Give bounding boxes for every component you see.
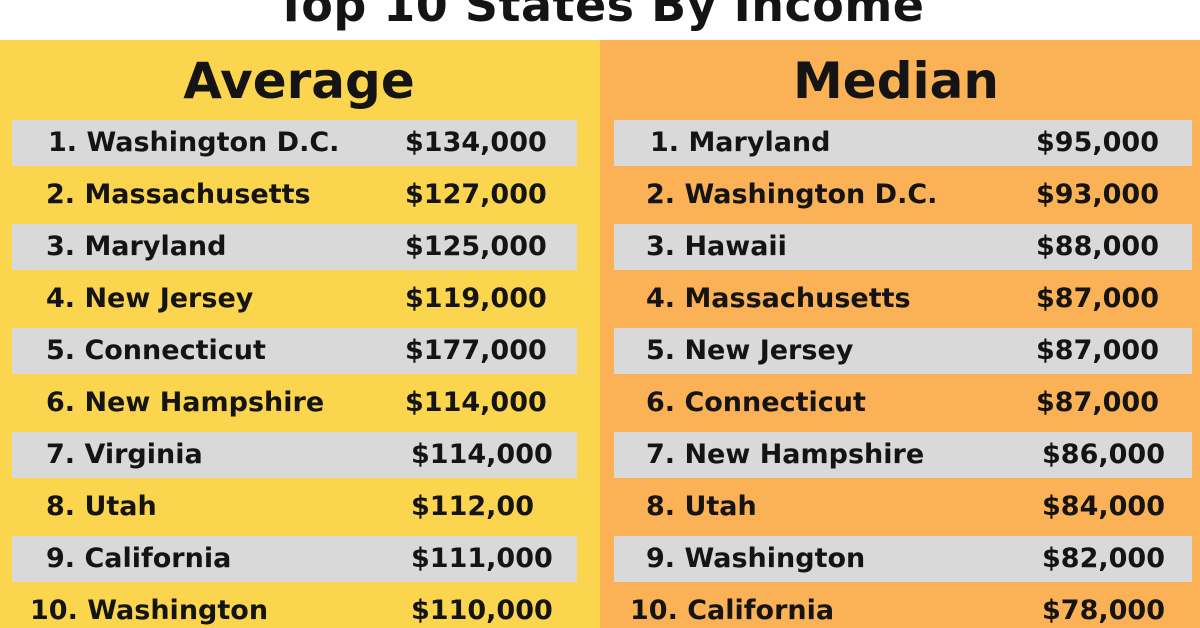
income-value: $127,000 xyxy=(405,179,547,210)
income-value: $84,000 xyxy=(1042,491,1165,522)
state-name: 2. Washington D.C. xyxy=(646,179,938,210)
row-stripe xyxy=(614,120,1192,166)
state-name: 9. California xyxy=(46,543,232,574)
median-row: 10. California $78,000 xyxy=(600,588,1200,628)
income-value: $114,000 xyxy=(405,387,547,418)
state-name: 7. New Hampshire xyxy=(646,439,925,470)
average-heading: Average xyxy=(183,52,415,110)
median-row: 7. New Hampshire $86,000 xyxy=(600,432,1200,478)
row-stripe xyxy=(614,432,1192,478)
income-value: $93,000 xyxy=(1036,179,1159,210)
average-panel: Average 1. Washington D.C. $134,000 2. M… xyxy=(0,40,600,628)
income-value: $110,000 xyxy=(411,595,553,626)
income-value: $114,000 xyxy=(411,439,553,470)
state-name: 7. Virginia xyxy=(46,439,203,470)
row-stripe xyxy=(614,224,1192,270)
state-name: 8. Utah xyxy=(646,491,757,522)
row-stripe xyxy=(12,536,577,582)
income-value: $177,000 xyxy=(405,335,547,366)
average-row: 4. New Jersey $119,000 xyxy=(0,276,600,322)
state-name: 9. Washington xyxy=(646,543,866,574)
average-row: 1. Washington D.C. $134,000 xyxy=(0,120,600,166)
average-row: 5. Connecticut $177,000 xyxy=(0,328,600,374)
average-row: 10. Washington $110,000 xyxy=(0,588,600,628)
median-row: 3. Hawaii $88,000 xyxy=(600,224,1200,270)
average-row: 6. New Hampshire $114,000 xyxy=(0,380,600,426)
page-title: Top 10 States By Income xyxy=(275,0,925,32)
income-value: $95,000 xyxy=(1036,127,1159,158)
state-name: 4. Massachusetts xyxy=(646,283,911,314)
state-name: 1. Maryland xyxy=(650,127,831,158)
state-name: 3. Maryland xyxy=(46,231,227,262)
median-heading: Median xyxy=(793,52,999,110)
average-row: 7. Virginia $114,000 xyxy=(0,432,600,478)
median-row: 9. Washington $82,000 xyxy=(600,536,1200,582)
average-row: 2. Massachusetts $127,000 xyxy=(0,172,600,218)
median-panel: Median 1. Maryland $95,000 2. Washington… xyxy=(600,40,1200,628)
income-value: $82,000 xyxy=(1042,543,1165,574)
row-stripe xyxy=(614,536,1192,582)
state-name: 6. Connecticut xyxy=(646,387,866,418)
income-value: $78,000 xyxy=(1042,595,1165,626)
income-value: $88,000 xyxy=(1036,231,1159,262)
income-value: $112,00 xyxy=(411,491,534,522)
income-value: $134,000 xyxy=(405,127,547,158)
median-row: 2. Washington D.C. $93,000 xyxy=(600,172,1200,218)
income-value: $125,000 xyxy=(405,231,547,262)
row-stripe xyxy=(12,328,577,374)
state-name: 1. Washington D.C. xyxy=(48,127,340,158)
state-name: 4. New Jersey xyxy=(46,283,254,314)
income-value: $111,000 xyxy=(411,543,553,574)
row-stripe xyxy=(12,432,577,478)
median-row: 8. Utah $84,000 xyxy=(600,484,1200,530)
average-row: 8. Utah $112,00 xyxy=(0,484,600,530)
state-name: 10. California xyxy=(630,595,835,626)
state-name: 8. Utah xyxy=(46,491,157,522)
state-name: 6. New Hampshire xyxy=(46,387,325,418)
income-value: $87,000 xyxy=(1036,283,1159,314)
median-row: 5. New Jersey $87,000 xyxy=(600,328,1200,374)
row-stripe xyxy=(614,328,1192,374)
median-row: 4. Massachusetts $87,000 xyxy=(600,276,1200,322)
median-row: 6. Connecticut $87,000 xyxy=(600,380,1200,426)
income-value: $87,000 xyxy=(1036,335,1159,366)
state-name: 10. Washington xyxy=(30,595,269,626)
state-name: 2. Massachusetts xyxy=(46,179,311,210)
row-stripe xyxy=(12,120,577,166)
state-name: 3. Hawaii xyxy=(646,231,787,262)
average-row: 3. Maryland $125,000 xyxy=(0,224,600,270)
state-name: 5. New Jersey xyxy=(646,335,854,366)
average-row: 9. California $111,000 xyxy=(0,536,600,582)
state-name: 5. Connecticut xyxy=(46,335,266,366)
income-value: $119,000 xyxy=(405,283,547,314)
income-value: $86,000 xyxy=(1042,439,1165,470)
row-stripe xyxy=(12,224,577,270)
median-row: 1. Maryland $95,000 xyxy=(600,120,1200,166)
income-value: $87,000 xyxy=(1036,387,1159,418)
